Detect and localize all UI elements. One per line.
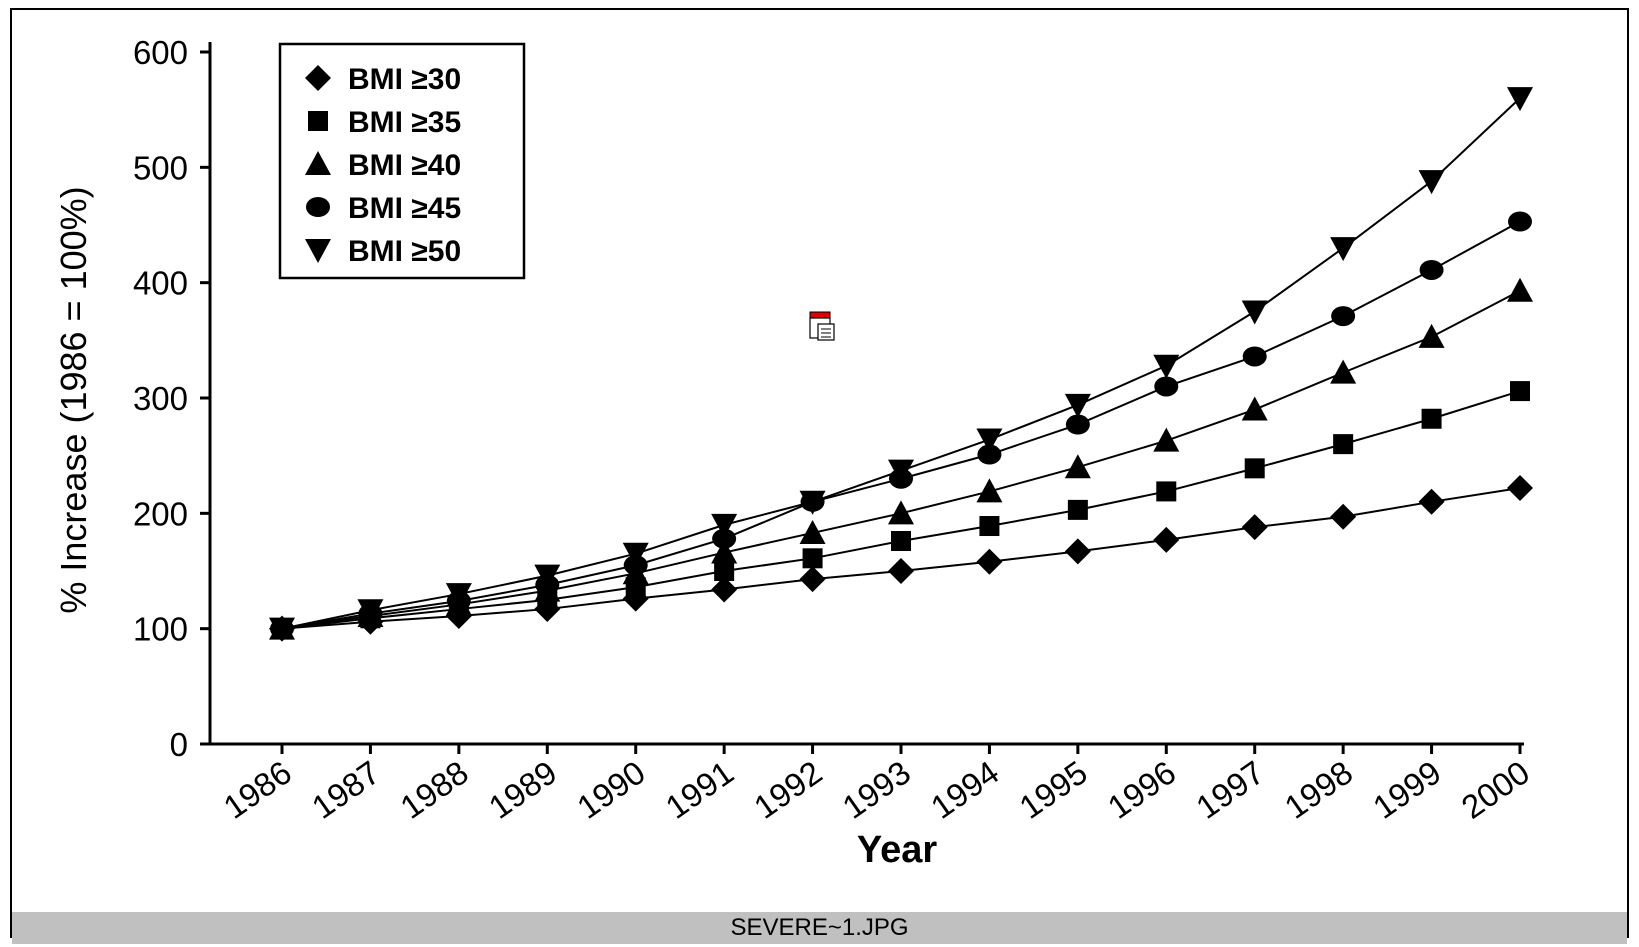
y-tick-label: 0 [170,726,188,763]
data-point [799,490,826,515]
data-point [888,558,914,584]
data-point [1333,434,1354,455]
filename-label: SEVERE~1.JPG [730,914,909,941]
data-point [1242,346,1267,367]
data-point [1244,458,1265,479]
x-tick-label: 1997 [1189,753,1270,825]
data-point [1510,381,1530,402]
data-point [712,528,737,549]
chart-series [269,87,1533,642]
data-point [1064,393,1091,418]
data-point [1421,408,1442,429]
data-point [711,539,738,564]
x-tick-label: 1988 [394,753,475,825]
y-axis-title: % Increase (1986 = 100%) [53,186,94,613]
series-triangle-down [269,87,1533,642]
x-tick-label: 1989 [482,753,563,825]
x-tick-label: 1993 [836,753,917,825]
x-tick-label: 1996 [1101,753,1182,825]
data-point [1508,211,1532,232]
data-point [1153,427,1180,452]
x-tick-label: 1994 [924,753,1005,825]
x-tick-label: 1998 [1278,753,1359,825]
data-point [1241,514,1268,541]
data-point [1418,170,1445,195]
legend-label: BMI ≥45 [348,192,461,225]
legend-marker [305,151,331,175]
data-point [1330,359,1357,384]
data-point [1067,499,1088,520]
data-point [1330,237,1357,262]
legend-marker [305,239,331,263]
data-point [1156,481,1177,502]
data-point [977,444,1002,465]
y-tick-label: 100 [133,611,188,648]
data-point [799,566,826,593]
y-tick-label: 500 [133,149,188,186]
data-point [534,564,561,589]
legend-label: BMI ≥50 [348,235,461,268]
data-point [976,478,1003,503]
data-point [891,531,911,552]
data-point [888,500,914,525]
legend-marker [305,65,331,91]
x-tick-label: 1986 [217,753,298,825]
data-point [714,561,735,581]
data-point [799,519,826,544]
data-point [445,583,472,608]
document-icon[interactable] [808,310,838,342]
x-tick-label: 1995 [1013,753,1094,825]
data-point [1241,300,1268,325]
data-point [1154,376,1179,397]
data-point [1331,306,1356,327]
x-tick-label: 2000 [1455,753,1536,825]
data-point [1065,414,1090,435]
y-tick-label: 300 [133,380,188,417]
image-frame: 0 100 200 300 400 500 600 1986 1987 1988 1989 1990 1… [10,8,1629,938]
chart-legend: BMI ≥30 BMI ≥35 BMI ≥40 BMI ≥45 BMI ≥50 [278,42,526,280]
data-point [1241,396,1268,421]
data-point [1153,526,1180,553]
data-point [1064,538,1091,565]
x-tick-label: 1990 [570,753,651,825]
y-tick-label: 400 [133,265,188,302]
x-tick-label: 1991 [659,753,740,825]
data-point [357,599,384,624]
data-point [1418,323,1445,348]
data-point [888,459,914,484]
legend-label: BMI ≥30 [348,63,461,96]
legend-label: BMI ≥35 [348,106,461,139]
data-point [1330,503,1357,530]
data-point [976,548,1003,575]
x-tick-label: 1987 [305,753,386,825]
data-point [711,513,738,538]
data-point [802,548,823,569]
data-point [1419,259,1444,280]
y-tick-label: 600 [133,34,188,71]
data-point [1507,87,1533,112]
y-tick-label: 200 [133,495,188,532]
legend-marker [306,197,330,217]
data-point [976,428,1003,453]
x-tick-label: 1999 [1366,753,1447,825]
x-axis-title: Year [857,829,938,871]
data-point [269,617,295,642]
data-point [711,576,738,603]
data-point [622,542,649,567]
data-point [1064,454,1091,479]
data-point [1153,354,1180,379]
legend-marker [308,111,328,131]
legend-label: BMI ≥40 [348,149,461,182]
data-point [979,516,1000,537]
data-point [1507,474,1533,501]
data-point [1507,277,1533,302]
data-point [1418,488,1445,515]
x-tick-label: 1992 [747,753,828,825]
filename-caption-bar: SEVERE~1.JPG [12,912,1627,944]
